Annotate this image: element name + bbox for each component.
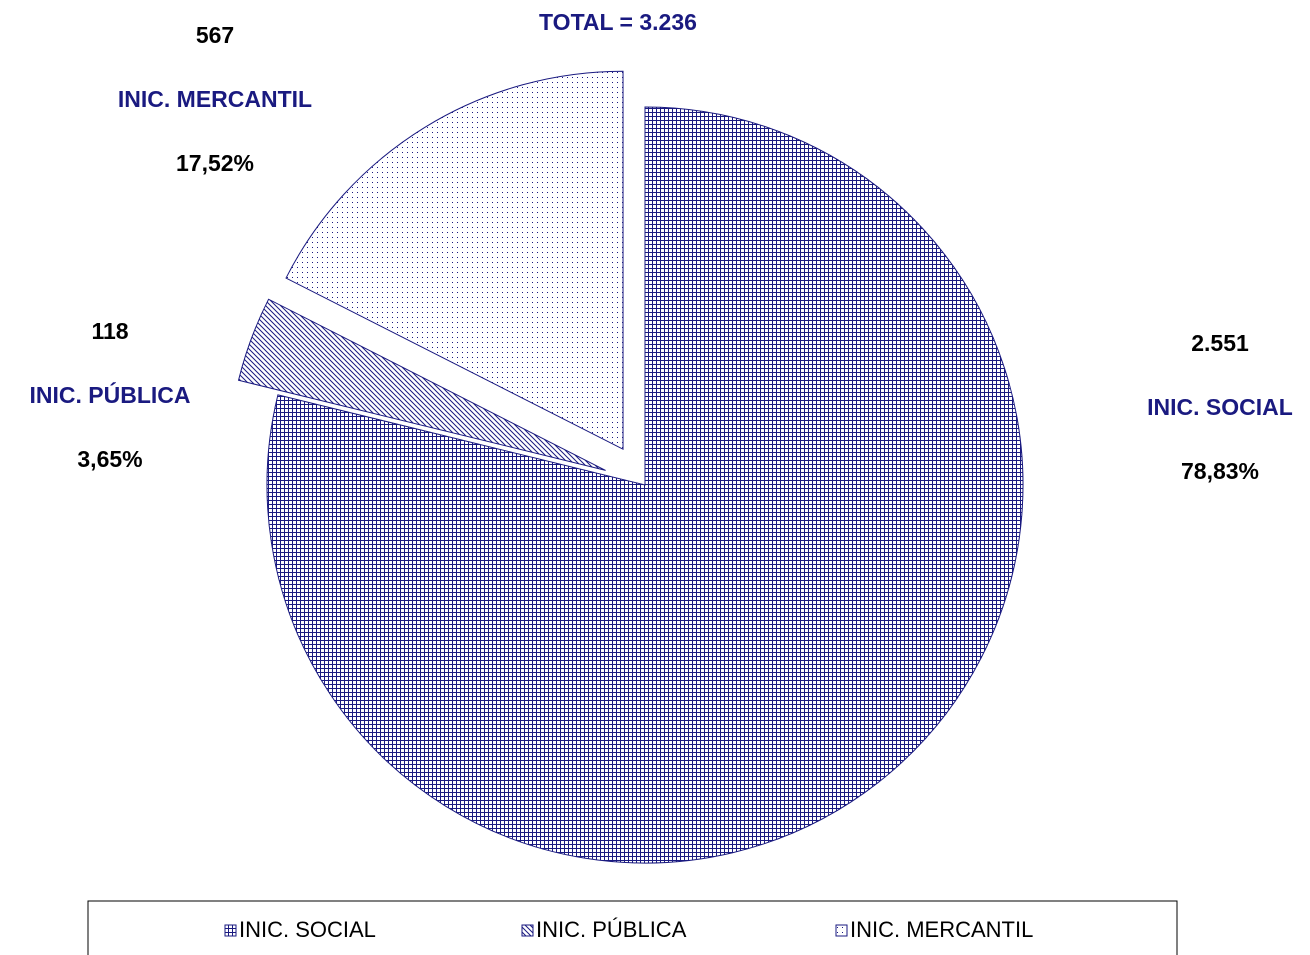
category-label: INIC. SOCIAL xyxy=(1147,394,1293,420)
chart-title: TOTAL = 3.236 xyxy=(539,9,697,35)
percentage-label: 17,52% xyxy=(176,150,254,176)
pie-slice xyxy=(285,70,624,451)
legend-swatch xyxy=(835,924,848,937)
pie-slice xyxy=(266,106,1024,864)
legend-label: INIC. MERCANTIL xyxy=(850,917,1033,942)
percentage-label: 3,65% xyxy=(77,446,142,472)
legend-swatch xyxy=(224,924,237,937)
value-label: 118 xyxy=(91,318,128,344)
value-label: 567 xyxy=(196,22,234,48)
category-label: INIC. MERCANTIL xyxy=(118,86,312,112)
legend-label: INIC. PÚBLICA xyxy=(536,917,687,942)
legend-label: INIC. SOCIAL xyxy=(239,917,376,942)
legend xyxy=(87,900,1178,955)
legend-swatch xyxy=(521,924,534,937)
category-label: INIC. PÚBLICA xyxy=(30,381,191,408)
pie-slice xyxy=(237,298,606,471)
value-label: 2.551 xyxy=(1191,330,1249,356)
percentage-label: 78,83% xyxy=(1181,458,1259,484)
